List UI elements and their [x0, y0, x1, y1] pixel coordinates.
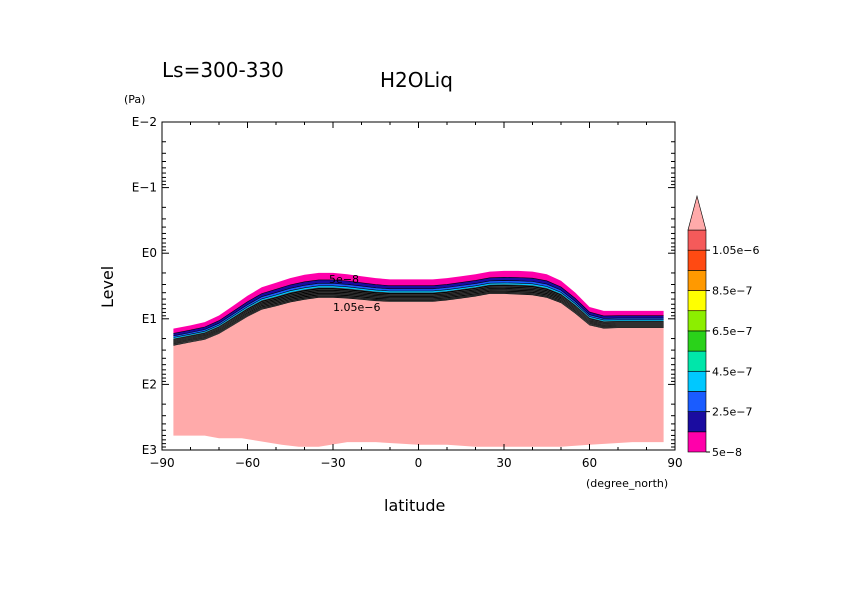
x-tick-label: −90	[149, 456, 174, 470]
colorbar-swatch	[687, 290, 707, 312]
colorbar-extend	[687, 194, 707, 231]
x-tick-label: 90	[667, 456, 682, 470]
x-tick-label: 0	[415, 456, 423, 470]
x-tick-label: 30	[496, 456, 511, 470]
y-units: (Pa)	[124, 93, 145, 106]
x-tick-label: −30	[320, 456, 345, 470]
cloud-band-0	[173, 270, 664, 334]
colorbar-label: 2.5e−7	[712, 406, 752, 419]
contour-label-high: 1.05e−6	[333, 301, 380, 314]
colorbar-swatch	[687, 249, 707, 271]
x-tick-label: −60	[235, 456, 260, 470]
colorbar-swatch	[687, 270, 707, 291]
y-tick-label: E−1	[132, 181, 157, 195]
colorbar-label: 1.05e−6	[712, 244, 759, 257]
y-tick-label: E2	[142, 377, 157, 391]
colorbar-label: 4.5e−7	[712, 365, 752, 378]
contour-line-7	[173, 288, 664, 343]
colorbar: 5e−8 2.5e−7 4.5e−7 6.5e−7 8.5e−7 1.05e−6	[687, 194, 759, 459]
colorbar-swatch	[687, 411, 707, 433]
colorbar-label: 6.5e−7	[712, 325, 752, 338]
contour-line-9	[173, 291, 664, 345]
colorbar-swatch	[687, 229, 707, 251]
y-axis: E−2 E−1 E0 E1 E2 E3	[132, 115, 675, 457]
y-tick-label: E−2	[132, 115, 157, 129]
x-axis-label: latitude	[384, 496, 445, 515]
y-tick-label: E3	[142, 443, 157, 457]
x-units: (degree_north)	[586, 477, 668, 490]
colorbar-swatch	[687, 391, 707, 412]
y-axis-label: Level	[98, 266, 117, 308]
colorbar-swatch	[687, 330, 707, 352]
contour-line-1	[173, 276, 664, 334]
contour-labels: 5e−8 1.05e−6	[329, 273, 380, 314]
contour-line-4	[173, 284, 664, 340]
x-axis: −90 −60 −30 0 30 60 90	[149, 122, 683, 470]
contour-label-low: 5e−8	[329, 273, 359, 286]
plot-area	[173, 270, 664, 447]
y-tick-label: E1	[142, 312, 157, 326]
y-tick-label: E0	[142, 246, 157, 260]
colorbar-label: 8.5e−7	[712, 285, 752, 298]
contour-line-10	[173, 292, 664, 346]
colorbar-swatch	[687, 350, 707, 372]
chart-title: H2OLiq	[380, 68, 453, 92]
chart-subtitle: Ls=300-330	[162, 58, 284, 82]
contour-line-6	[173, 287, 664, 342]
contour-line-5	[173, 285, 664, 341]
x-tick-label: 60	[582, 456, 597, 470]
contour-line-2	[173, 280, 664, 337]
ground-region	[173, 293, 664, 447]
colorbar-label: 5e−8	[712, 446, 742, 459]
contour-line-3	[173, 282, 664, 338]
colorbar-swatch	[687, 431, 707, 453]
colorbar-swatch	[687, 370, 707, 392]
contour-line-8	[173, 290, 664, 344]
colorbar-swatch	[687, 310, 707, 332]
